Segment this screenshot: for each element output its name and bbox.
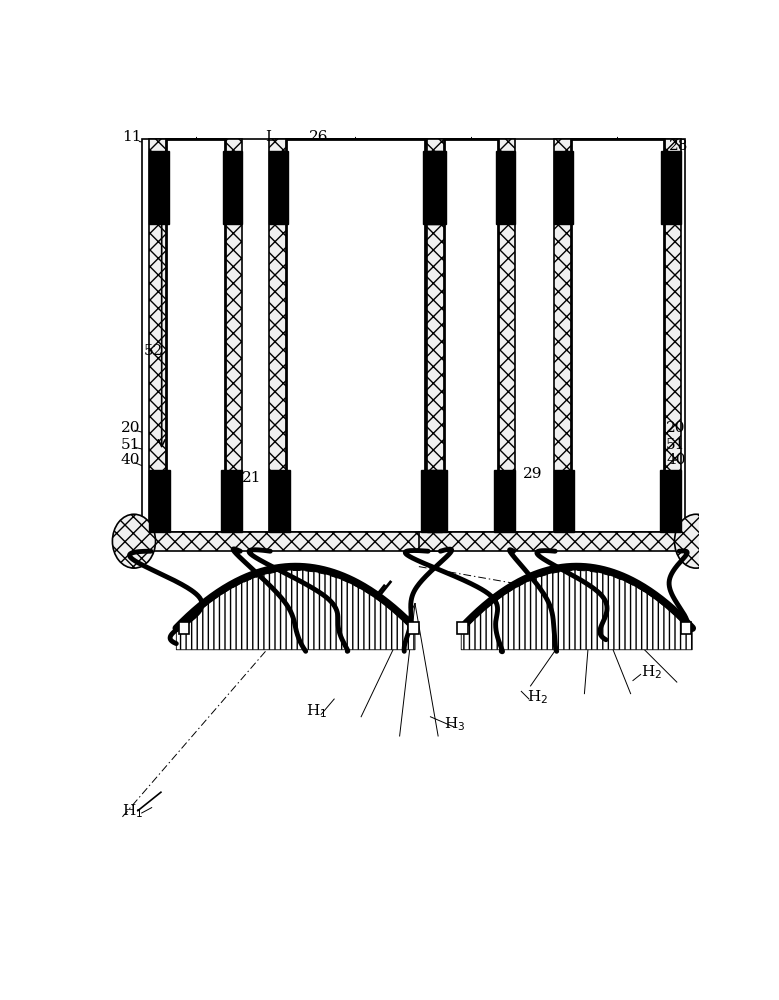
Bar <box>570 139 664 532</box>
Polygon shape <box>423 151 442 224</box>
Text: 21: 21 <box>241 471 261 485</box>
Polygon shape <box>554 151 573 224</box>
Text: H$_3$: H$_3$ <box>444 716 466 733</box>
Text: H$_2$: H$_2$ <box>640 663 662 681</box>
Text: 28: 28 <box>669 139 689 153</box>
Polygon shape <box>176 567 415 650</box>
Text: 28: 28 <box>447 139 467 153</box>
Text: 40: 40 <box>329 490 348 504</box>
Polygon shape <box>269 470 290 532</box>
Text: 52: 52 <box>344 294 364 308</box>
Text: 51: 51 <box>121 438 140 452</box>
Ellipse shape <box>112 514 156 568</box>
Text: 26: 26 <box>308 130 328 144</box>
Polygon shape <box>221 470 241 532</box>
Polygon shape <box>496 151 515 224</box>
Bar <box>419 139 685 532</box>
Text: 42: 42 <box>354 490 373 504</box>
Polygon shape <box>269 151 288 224</box>
Bar <box>142 139 449 532</box>
Text: 30: 30 <box>521 623 541 637</box>
Text: 20: 20 <box>121 421 140 435</box>
Bar <box>427 139 515 532</box>
Polygon shape <box>661 151 681 224</box>
Text: 50: 50 <box>334 398 354 412</box>
Polygon shape <box>554 470 574 532</box>
Text: H$_1$: H$_1$ <box>305 703 327 720</box>
Bar <box>554 139 681 532</box>
Bar <box>419 532 685 551</box>
Polygon shape <box>427 151 446 224</box>
Text: 20: 20 <box>666 421 686 435</box>
Text: 40: 40 <box>666 453 686 467</box>
Text: 27: 27 <box>194 144 213 158</box>
Text: 40: 40 <box>121 453 140 467</box>
Bar <box>681 622 692 634</box>
Text: 51: 51 <box>666 438 686 452</box>
Text: 29: 29 <box>523 467 542 481</box>
Polygon shape <box>421 470 442 532</box>
Text: 11: 11 <box>122 130 142 144</box>
Polygon shape <box>223 151 241 224</box>
Bar <box>142 532 449 551</box>
Polygon shape <box>150 470 170 532</box>
Bar <box>408 622 419 634</box>
Text: 52: 52 <box>144 344 164 358</box>
Text: L: L <box>265 130 275 144</box>
Polygon shape <box>495 470 515 532</box>
Polygon shape <box>150 151 168 224</box>
Text: H$_1$: H$_1$ <box>122 803 143 820</box>
Polygon shape <box>427 470 447 532</box>
Bar <box>150 139 241 532</box>
Polygon shape <box>461 567 693 650</box>
Bar <box>269 139 442 532</box>
Bar <box>457 622 468 634</box>
Text: 30: 30 <box>206 623 225 637</box>
Text: H$_2$: H$_2$ <box>527 689 548 706</box>
Text: 29: 29 <box>456 467 475 481</box>
Text: 24: 24 <box>167 294 187 308</box>
Bar <box>178 622 189 634</box>
Bar <box>443 139 499 532</box>
Bar <box>166 139 225 532</box>
Ellipse shape <box>675 514 717 568</box>
Polygon shape <box>660 470 681 532</box>
Bar <box>286 139 425 532</box>
